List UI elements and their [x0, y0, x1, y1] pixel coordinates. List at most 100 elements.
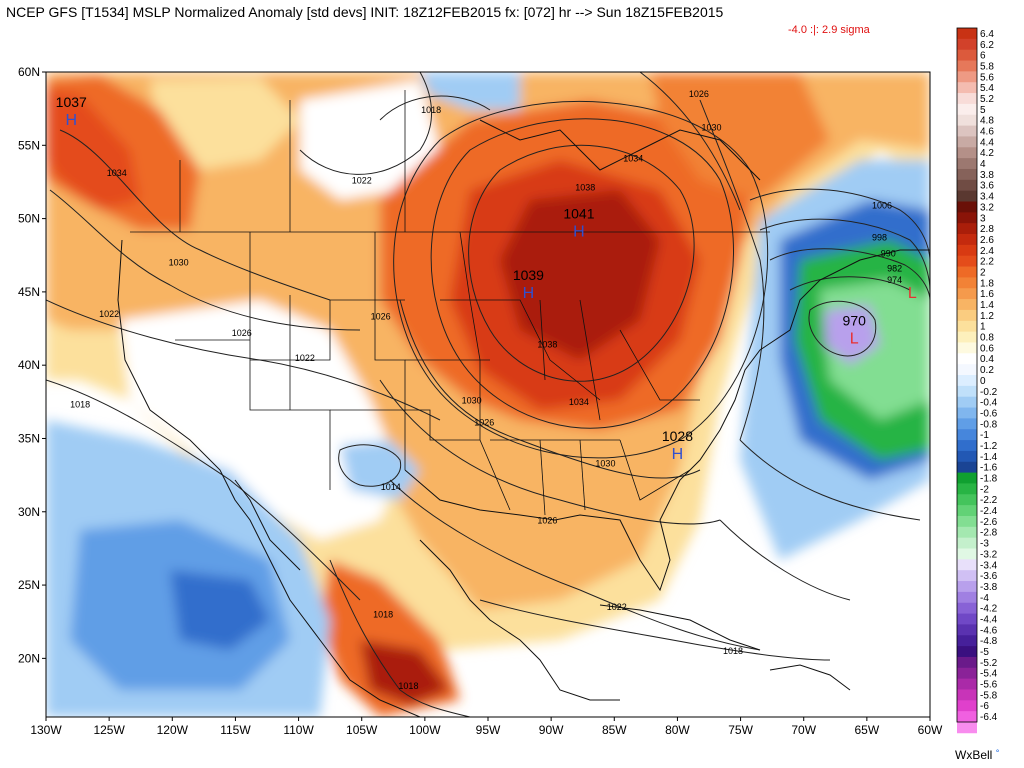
colorbar-label: -5.2 — [980, 658, 998, 669]
wxbell-credit: WxBell ° — [955, 748, 999, 762]
colorbar-swatch — [957, 288, 977, 300]
isobar-label: 1026 — [232, 328, 252, 338]
lat-label: 25N — [18, 578, 40, 592]
colorbar-swatch — [957, 472, 977, 484]
colorbar-label: 0.4 — [980, 354, 994, 365]
colorbar-label: -0.2 — [980, 387, 998, 398]
lon-label: 80W — [665, 723, 690, 737]
lat-label: 50N — [18, 212, 40, 226]
center-value: 1039 — [513, 267, 544, 283]
lon-label: 120W — [157, 723, 189, 737]
axis-labels: 60N 55N 50N 45N 40N 35N 30N 25N 20N 130W 125W 120W 1… — [18, 65, 943, 737]
lat-label: 55N — [18, 138, 40, 152]
colorbar-swatch — [957, 168, 977, 181]
colorbar-label: 6.2 — [980, 40, 994, 51]
isobar-label: 982 — [887, 263, 902, 273]
isobar-label: 1026 — [537, 516, 557, 526]
colorbar-label: -1 — [980, 430, 989, 441]
colorbar-label: 1.2 — [980, 311, 994, 322]
colorbar-swatch — [957, 396, 977, 408]
colorbar-swatch — [957, 602, 977, 614]
colorbar-swatch — [957, 722, 977, 734]
isobar-label: 1014 — [381, 482, 401, 492]
lon-label: 100W — [409, 723, 441, 737]
center-value: 970 — [843, 312, 867, 328]
lat-label: 40N — [18, 358, 40, 372]
isobar-label: 998 — [872, 233, 887, 243]
colorbar-swatch — [957, 591, 977, 604]
colorbar-swatch — [957, 277, 977, 289]
colorbar-label: -2.8 — [980, 528, 998, 539]
credit-text: WxBell — [955, 748, 993, 762]
isobar-label: 1018 — [373, 609, 393, 619]
isobar-label: 1018 — [70, 400, 90, 410]
lon-label: 130W — [30, 723, 62, 737]
center-value: 1041 — [563, 205, 594, 221]
colorbar-swatch — [957, 158, 977, 170]
colorbar-label: -0.6 — [980, 408, 998, 419]
colorbar-swatch — [957, 505, 977, 517]
isobar-label: 1018 — [398, 681, 418, 691]
colorbar-label: 0.6 — [980, 343, 994, 354]
colorbar-label: -3.2 — [980, 549, 998, 560]
lat-label: 45N — [18, 285, 40, 299]
colorbar-label: 4.8 — [980, 116, 994, 127]
contour-labels: 1034 1030 1026 1022 1018 1022 1026 1018 1022 1038… — [70, 89, 902, 691]
colorbar-swatch — [957, 223, 977, 235]
isobar-label: 1030 — [169, 258, 189, 268]
colorbar-swatch — [957, 375, 977, 387]
colorbar-label: -6 — [980, 701, 989, 712]
colorbar-swatch — [957, 320, 977, 333]
isobar-label: 1022 — [295, 353, 315, 363]
colorbar-label: -5.4 — [980, 669, 998, 680]
coastlines — [117, 119, 930, 717]
colorbar-label: -3.4 — [980, 560, 998, 571]
colorbar-label: -3 — [980, 539, 989, 550]
colorbar-label: 4.4 — [980, 137, 994, 148]
colorbar-label: 5.6 — [980, 72, 994, 83]
colorbar-swatch — [957, 526, 977, 539]
isobar-label: 1038 — [575, 183, 595, 193]
colorbar-swatch — [957, 700, 977, 712]
colorbar-swatch — [957, 179, 977, 192]
map-panel — [46, 72, 930, 717]
high-pressure-marker: H — [672, 446, 684, 463]
colorbar-swatch — [957, 440, 977, 452]
colorbar-label: 2.8 — [980, 224, 994, 235]
isobar-label: 1026 — [689, 89, 709, 99]
colorbar-label: 0 — [980, 376, 986, 387]
lon-label: 85W — [602, 723, 627, 737]
lon-label: 70W — [791, 723, 816, 737]
colorbar-swatch — [957, 483, 977, 495]
lat-label: 60N — [18, 65, 40, 79]
colorbar-label: 2.6 — [980, 235, 994, 246]
credit-degree-icon: ° — [995, 748, 1000, 758]
isobar-label: 1034 — [107, 168, 127, 178]
colorbar-label: 4.2 — [980, 148, 994, 159]
colorbar-label: -4.2 — [980, 604, 998, 615]
colorbar-swatch — [957, 82, 977, 94]
colorbar-swatch — [957, 201, 977, 213]
colorbar-label: -3.8 — [980, 582, 998, 593]
colorbar-swatch — [957, 667, 977, 680]
colorbar-swatch — [957, 125, 977, 137]
colorbar-swatch — [957, 136, 977, 148]
colorbar-label: -1.4 — [980, 452, 998, 463]
isobar-label: 1026 — [474, 417, 494, 427]
colorbar-swatch — [957, 234, 977, 246]
colorbar-swatch — [957, 624, 977, 636]
colorbar-label: -5.6 — [980, 680, 998, 691]
lon-label: 75W — [728, 723, 753, 737]
colorbar-label: 3 — [980, 213, 986, 224]
anomaly-fill — [46, 72, 930, 717]
colorbar-swatch — [957, 494, 977, 506]
colorbar-swatch — [957, 646, 977, 658]
colorbar-label: -3.6 — [980, 571, 998, 582]
colorbar-swatch — [957, 93, 977, 105]
map-title: NCEP GFS [T1534] MSLP Normalized Anomaly… — [6, 4, 724, 20]
colorbar-label: -1.2 — [980, 441, 998, 452]
colorbar-label: 6 — [980, 51, 986, 62]
lon-label: 90W — [539, 723, 564, 737]
colorbar-label: -2.2 — [980, 495, 998, 506]
